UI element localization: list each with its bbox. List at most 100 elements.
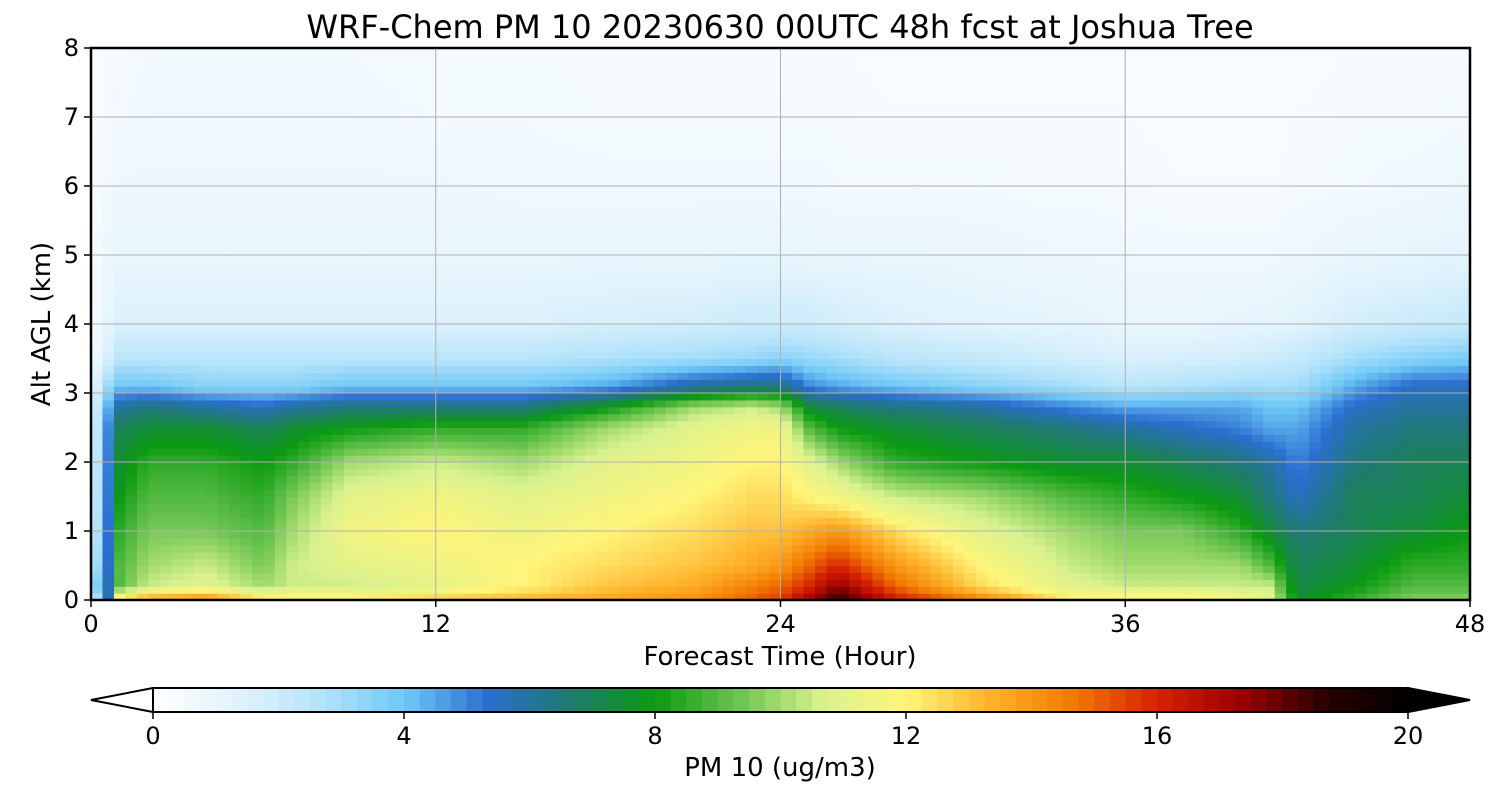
pm10-cell [608,524,621,532]
pm10-cell [458,199,471,208]
pm10-cell [435,427,448,435]
pm10-cell [757,386,770,394]
pm10-cell [102,303,115,311]
pm10-cell [746,68,759,77]
pm10-cell [355,572,368,580]
pm10-cell [159,413,173,422]
pm10-cell [458,303,471,311]
pm10-cell [274,386,287,394]
pm10-cell [803,351,816,360]
pm10-cell [113,441,127,449]
pm10-cell [539,206,552,215]
pm10-cell [148,248,161,256]
pm10-cell [458,103,471,111]
pm10-cell [504,89,517,97]
pm10-cell [493,475,506,484]
pm10-cell [309,413,322,422]
pm10-cell [240,399,253,408]
pm10-cell [527,372,540,380]
pm10-cell [274,372,287,380]
pm10-cell [516,399,529,408]
pm10-cell [573,130,586,139]
pm10-cell [378,482,391,491]
pm10-cell [217,179,230,187]
pm10-cell [401,482,414,491]
pm10-cell [424,551,437,560]
pm10-cell [654,103,667,111]
pm10-cell [320,579,333,587]
pm10-cell [194,510,207,518]
pm10-cell [412,337,425,346]
pm10-cell [688,268,701,277]
pm10-cell [309,420,322,429]
pm10-cell [654,248,667,256]
pm10-cell [148,206,161,215]
pm10-cell [723,110,736,118]
pm10-cell [251,68,264,77]
pm10-cell [136,289,150,297]
pm10-cell [711,544,724,553]
pm10-cell [619,54,632,63]
pm10-cell [791,268,805,277]
pm10-cell [619,220,632,228]
pm10-cell [194,110,207,118]
pm10-cell [769,496,782,504]
pm10-cell [562,261,575,270]
pm10-cell [642,337,655,346]
pm10-cell [665,524,678,532]
pm10-cell [677,468,690,477]
pm10-cell [757,399,770,408]
pm10-cell [447,510,460,518]
pm10-cell [631,531,644,539]
pm10-cell [320,420,333,429]
pm10-cell [159,524,173,532]
pm10-cell [654,531,667,539]
pm10-cell [228,54,241,63]
pm10-cell [573,593,586,601]
pm10-cell [91,282,104,291]
pm10-cell [182,186,196,194]
pm10-cell [389,227,402,235]
pm10-cell [791,234,805,242]
pm10-cell [424,524,437,532]
pm10-cell [159,158,173,166]
pm10-cell [435,572,448,580]
pm10-cell [642,593,655,601]
pm10-cell [550,441,563,449]
pm10-cell [148,537,161,546]
pm10-cell [251,151,264,159]
pm10-cell [642,179,655,187]
pm10-cell [596,358,609,366]
pm10-cell [343,379,356,387]
pm10-cell [412,206,425,215]
pm10-cell [194,337,207,346]
pm10-cell [309,206,322,215]
pm10-cell [125,199,138,208]
pm10-cell [470,358,483,366]
pm10-cell [654,282,667,291]
pm10-cell [286,386,299,394]
pm10-cell [332,110,345,118]
pm10-cell [274,413,287,422]
pm10-cell [619,296,632,304]
pm10-cell [251,330,264,339]
pm10-cell [286,144,299,153]
pm10-cell [355,310,368,318]
pm10-cell [159,165,173,173]
pm10-cell [205,344,219,353]
pm10-cell [769,158,782,166]
pm10-cell [240,517,253,525]
pm10-cell [585,427,598,435]
pm10-cell [516,144,529,153]
pm10-cell [263,241,276,249]
pm10-cell [194,406,207,415]
pm10-cell [757,220,770,228]
pm10-cell [562,558,575,567]
pm10-cell [355,317,368,325]
pm10-cell [585,462,598,470]
pm10-cell [700,213,713,222]
pm10-cell [240,227,253,235]
pm10-cell [458,296,471,304]
pm10-cell [401,572,414,580]
pm10-cell [412,123,425,132]
